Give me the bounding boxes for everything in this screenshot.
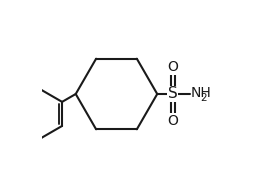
Text: S: S: [168, 86, 178, 102]
Text: NH: NH: [191, 86, 211, 100]
Text: 2: 2: [200, 93, 207, 103]
Text: O: O: [167, 60, 178, 74]
Text: O: O: [167, 114, 178, 128]
